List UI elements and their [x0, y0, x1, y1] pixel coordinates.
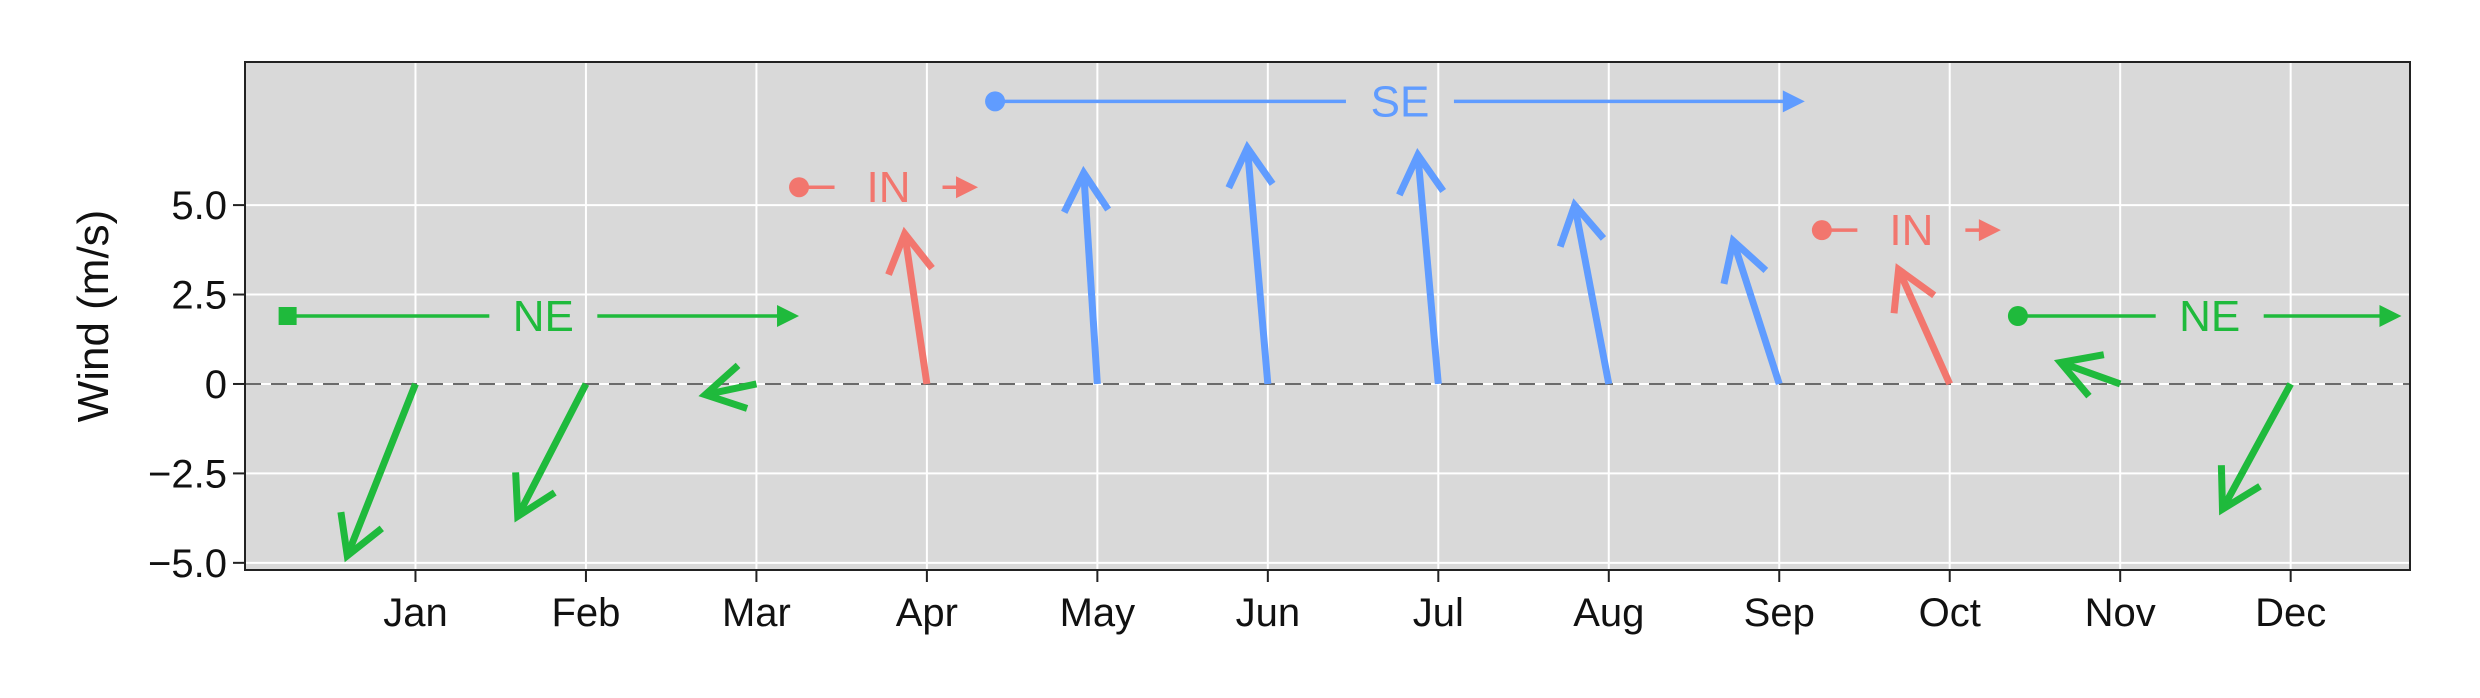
- span-start-marker: [278, 307, 297, 325]
- y-tick-label: 0: [205, 363, 227, 407]
- span-arrowhead: [1978, 219, 2001, 242]
- vector-arrowhead: [2217, 465, 2262, 516]
- wind-vectors: [337, 140, 2294, 563]
- span-start-marker: [985, 91, 1006, 112]
- vector-shaft: [1243, 147, 1272, 385]
- season-span-ne: NE: [2007, 292, 2402, 341]
- vector-arrowhead: [1720, 234, 1769, 285]
- season-spans: NE IN SE IN NE: [278, 77, 2402, 341]
- wind-vector-sep: [1720, 234, 1783, 386]
- x-tick-label: Sep: [1744, 591, 1815, 635]
- gridlines: [245, 62, 2410, 570]
- vector-shaft: [2219, 382, 2294, 511]
- vector-shaft: [1414, 154, 1442, 385]
- season-span-ne: NE: [278, 292, 800, 341]
- x-tick-label: Nov: [2085, 591, 2156, 635]
- vector-shaft: [901, 233, 931, 385]
- x-tick-label: May: [1060, 591, 1136, 635]
- y-tick-label: 5.0: [171, 184, 227, 228]
- wind-vector-aug: [1556, 198, 1613, 385]
- vector-arrowhead: [512, 472, 557, 523]
- vector-arrowhead: [1890, 263, 1937, 314]
- y-axis-title: Wind (m/s): [69, 210, 118, 423]
- vector-shaft: [1571, 204, 1613, 385]
- x-tick-label: Aug: [1573, 591, 1644, 635]
- vector-shaft: [1895, 268, 1953, 386]
- span-label: SE: [1371, 77, 1430, 126]
- vector-shaft: [344, 382, 419, 557]
- span-arrowhead: [2379, 305, 2402, 327]
- vector-arrowhead: [1061, 165, 1112, 214]
- wind-vector-jan: [337, 382, 419, 563]
- x-tick-label: Apr: [896, 591, 958, 635]
- span-label: IN: [1889, 206, 1933, 255]
- wind-vector-dec: [2217, 382, 2294, 516]
- x-axis: Jan Feb Mar Apr May Jun Jul Aug Sep Oct Nov Dec: [383, 570, 2326, 635]
- span-start-marker: [1811, 220, 1832, 241]
- x-tick-label: Jan: [383, 591, 448, 635]
- vector-arrowhead: [337, 511, 384, 563]
- vector-arrowhead: [1556, 198, 1607, 248]
- x-tick-label: Mar: [722, 591, 791, 635]
- span-arrowhead: [777, 305, 800, 327]
- vector-arrowhead: [2053, 351, 2105, 399]
- season-span-in: IN: [789, 163, 979, 212]
- y-tick-label: −2.5: [148, 452, 227, 496]
- span-start-marker: [789, 177, 810, 198]
- wind-vector-jul: [1396, 148, 1447, 385]
- span-arrowhead: [956, 176, 979, 199]
- span-start-marker: [2007, 306, 2028, 326]
- x-tick-label: Dec: [2255, 591, 2326, 635]
- wind-vector-may: [1061, 165, 1112, 385]
- x-tick-label: Feb: [551, 591, 620, 635]
- season-span-se: SE: [985, 77, 1805, 126]
- vector-shaft: [514, 382, 590, 518]
- vector-shaft: [1080, 172, 1101, 385]
- span-label: NE: [513, 292, 574, 341]
- span-label: IN: [867, 163, 911, 212]
- panel-border: [244, 61, 2411, 571]
- vector-arrowhead: [885, 226, 935, 276]
- vector-shaft: [2059, 359, 2122, 388]
- vector-shaft: [1729, 239, 1783, 386]
- vector-arrowhead: [1396, 148, 1447, 197]
- wind-vector-jun: [1225, 140, 1276, 385]
- wind-vector-nov: [2053, 351, 2122, 399]
- vector-arrowhead: [1225, 140, 1276, 190]
- y-axis: 5.0 2.5 0 −2.5 −5.0: [148, 184, 245, 586]
- wind-vector-oct: [1890, 263, 1953, 386]
- y-tick-label: −5.0: [148, 542, 227, 586]
- wind-vector-mar: [698, 362, 758, 412]
- x-tick-label: Jul: [1413, 591, 1464, 635]
- vector-arrowhead: [698, 362, 749, 412]
- wind-vector-feb: [512, 382, 590, 523]
- vector-shaft: [704, 380, 758, 399]
- season-span-in: IN: [1811, 206, 2001, 255]
- span-arrowhead: [1782, 90, 1805, 113]
- x-tick-label: Jun: [1236, 591, 1301, 635]
- x-tick-label: Oct: [1919, 591, 1981, 635]
- y-tick-label: 2.5: [171, 274, 227, 318]
- wind-vector-apr: [885, 226, 935, 385]
- span-label: NE: [2179, 292, 2240, 341]
